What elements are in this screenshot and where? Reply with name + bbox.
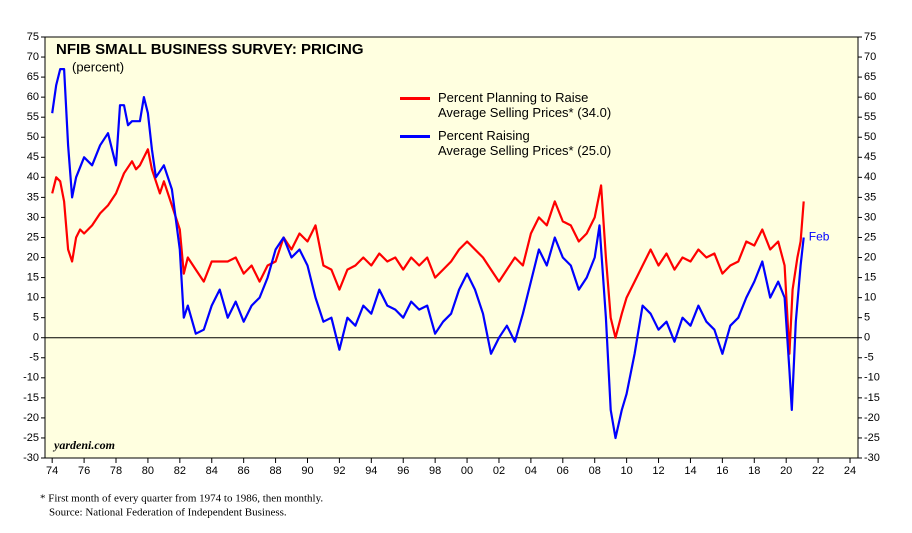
y-tick-label: 75 [864, 31, 876, 43]
legend-label: Percent Raising Average Selling Prices* … [438, 128, 612, 158]
y-tick-label: -25 [864, 432, 880, 444]
y-tick-label: 50 [864, 131, 876, 143]
y-tick-label: 40 [27, 171, 39, 183]
x-tick-label: 18 [748, 465, 760, 477]
y-tick-label: -10 [864, 372, 880, 384]
y-tick-label: 30 [27, 211, 39, 223]
y-tick-label: 15 [27, 271, 39, 283]
y-tick-label: 5 [33, 312, 39, 324]
y-tick-label: 10 [27, 292, 39, 304]
x-tick-label: 98 [429, 465, 441, 477]
legend-item: Percent Raising Average Selling Prices* … [400, 128, 611, 158]
y-tick-label: 60 [27, 91, 39, 103]
y-tick-label: 25 [27, 231, 39, 243]
x-tick-label: 22 [812, 465, 824, 477]
x-tick-label: 82 [174, 465, 186, 477]
chart-title: NFIB SMALL BUSINESS SURVEY: PRICING [56, 41, 364, 58]
y-tick-label: 55 [27, 111, 39, 123]
x-tick-label: 00 [461, 465, 473, 477]
y-tick-label: 20 [27, 251, 39, 263]
x-tick-label: 24 [844, 465, 856, 477]
y-tick-label: 40 [864, 171, 876, 183]
y-tick-label: -25 [23, 432, 39, 444]
y-tick-label: 10 [864, 292, 876, 304]
x-tick-label: 92 [333, 465, 345, 477]
y-tick-label: -30 [864, 452, 880, 464]
x-tick-label: 80 [142, 465, 154, 477]
footnote: * First month of every quarter from 1974… [40, 493, 323, 505]
x-tick-label: 14 [684, 465, 696, 477]
x-tick-label: 78 [110, 465, 122, 477]
footnote: Source: National Federation of Independe… [49, 507, 287, 519]
y-tick-label: -20 [23, 412, 39, 424]
y-tick-label: 30 [864, 211, 876, 223]
y-tick-label: -5 [29, 352, 39, 364]
y-tick-label: 60 [864, 91, 876, 103]
x-tick-label: 88 [269, 465, 281, 477]
legend: Percent Planning to Raise Average Sellin… [400, 90, 611, 166]
y-tick-label: 20 [864, 251, 876, 263]
x-tick-label: 84 [206, 465, 218, 477]
end-label: Feb [809, 230, 830, 244]
y-tick-label: 25 [864, 231, 876, 243]
y-tick-label: 15 [864, 271, 876, 283]
y-tick-label: 0 [864, 332, 870, 344]
legend-label: Percent Planning to Raise Average Sellin… [438, 90, 612, 120]
x-tick-label: 10 [621, 465, 633, 477]
y-tick-label: 65 [27, 71, 39, 83]
x-tick-label: 90 [301, 465, 313, 477]
x-tick-label: 96 [397, 465, 409, 477]
data-line [51, 68, 805, 440]
x-tick-label: 86 [238, 465, 250, 477]
y-tick-label: 70 [864, 51, 876, 63]
x-tick-label: 02 [493, 465, 505, 477]
source-mark: yardeni.com [52, 438, 115, 452]
y-tick-label: -5 [864, 352, 874, 364]
y-tick-label: 35 [27, 191, 39, 203]
y-tick-label: 35 [864, 191, 876, 203]
legend-item: Percent Planning to Raise Average Sellin… [400, 90, 611, 120]
y-tick-label: 65 [864, 71, 876, 83]
x-tick-label: 94 [365, 465, 377, 477]
y-tick-label: -15 [864, 392, 880, 404]
y-tick-label: 70 [27, 51, 39, 63]
x-tick-label: 74 [46, 465, 58, 477]
x-tick-label: 76 [78, 465, 90, 477]
x-tick-label: 04 [525, 465, 537, 477]
x-tick-label: 12 [652, 465, 664, 477]
x-tick-label: 20 [780, 465, 792, 477]
y-tick-label: -10 [23, 372, 39, 384]
x-tick-label: 08 [589, 465, 601, 477]
y-tick-label: 50 [27, 131, 39, 143]
x-tick-label: 16 [716, 465, 728, 477]
x-tick-label: 06 [557, 465, 569, 477]
y-tick-label: -20 [864, 412, 880, 424]
y-tick-label: 45 [864, 151, 876, 163]
y-tick-label: 5 [864, 312, 870, 324]
subtitle: (percent) [72, 59, 124, 74]
y-tick-label: 55 [864, 111, 876, 123]
data-line [51, 148, 805, 355]
y-tick-label: 45 [27, 151, 39, 163]
y-tick-label: 75 [27, 31, 39, 43]
y-tick-label: -30 [23, 452, 39, 464]
y-tick-label: -15 [23, 392, 39, 404]
legend-swatch [400, 135, 430, 138]
legend-swatch [400, 97, 430, 100]
y-tick-label: 0 [33, 332, 39, 344]
